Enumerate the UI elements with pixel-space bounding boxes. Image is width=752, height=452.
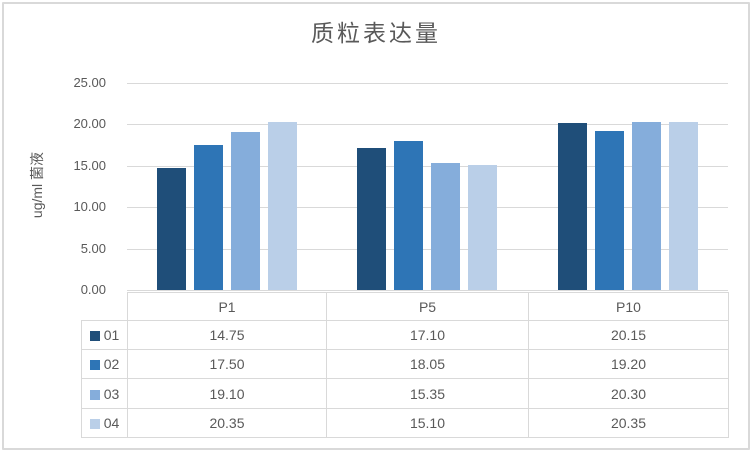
gridline bbox=[127, 124, 728, 126]
table-row-series-03: 03 19.10 15.35 20.30 bbox=[81, 378, 729, 409]
y-tick-label: 15.00 bbox=[73, 157, 106, 173]
gridline bbox=[127, 207, 728, 209]
legend-cell-02: 02 bbox=[81, 349, 128, 379]
chart-title: 质粒表达量 bbox=[311, 20, 441, 46]
bar-group-p10 bbox=[528, 83, 728, 290]
table-row-series-04: 04 20.35 15.10 20.35 bbox=[81, 408, 729, 438]
table-row-series-01: 01 14.75 17.10 20.15 bbox=[81, 320, 729, 350]
legend-key-icon bbox=[89, 360, 100, 370]
series-name-label: 03 bbox=[103, 385, 120, 402]
bar-series-04-p10 bbox=[669, 122, 698, 290]
category-header-p10: P10 bbox=[528, 292, 729, 321]
value-cell-04-p5: 15.10 bbox=[326, 408, 529, 438]
y-tick-label: 0.00 bbox=[80, 282, 106, 297]
value-cell-03-p1: 19.10 bbox=[127, 378, 327, 409]
legend-key-icon bbox=[89, 389, 100, 400]
value-cell-03-p10: 20.30 bbox=[528, 378, 729, 409]
bar-series-01-p1 bbox=[156, 168, 186, 290]
bar-series-01-p10 bbox=[558, 123, 587, 290]
table-corner-cell bbox=[82, 293, 128, 321]
legend-key-icon bbox=[89, 419, 100, 429]
value-cell-04-p1: 20.35 bbox=[127, 408, 327, 438]
bar-series-03-p1 bbox=[230, 132, 260, 290]
value-cell-03-p5: 15.35 bbox=[326, 378, 529, 409]
value-cell-02-p1: 17.50 bbox=[127, 349, 327, 379]
bar-group-p5 bbox=[326, 83, 528, 290]
bar-series-04-p1 bbox=[267, 122, 297, 290]
category-header-p1: P1 bbox=[127, 292, 327, 321]
value-cell-04-p10: 20.35 bbox=[528, 408, 729, 438]
value-cell-02-p10: 19.20 bbox=[528, 349, 729, 379]
y-tick-label: 25.00 bbox=[73, 75, 106, 90]
bar-series-02-p10 bbox=[595, 131, 624, 290]
y-tick-label: 5.00 bbox=[80, 240, 106, 256]
plot-area bbox=[127, 83, 728, 291]
bar-group-p1 bbox=[127, 83, 326, 290]
value-cell-01-p10: 20.15 bbox=[528, 320, 729, 350]
gridline bbox=[127, 83, 728, 84]
series-name-label: 02 bbox=[103, 356, 120, 372]
legend-cell-03: 03 bbox=[81, 378, 128, 409]
gridline bbox=[127, 165, 728, 167]
bar-series-02-p1 bbox=[193, 145, 223, 290]
category-header-p5: P5 bbox=[326, 292, 529, 321]
value-cell-01-p5: 17.10 bbox=[326, 320, 529, 350]
bar-series-01-p5 bbox=[357, 148, 386, 290]
bar-series-02-p5 bbox=[394, 141, 423, 290]
gridline bbox=[127, 248, 728, 250]
series-name-label: 04 bbox=[103, 415, 120, 431]
bar-series-03-p5 bbox=[431, 163, 460, 290]
bar-series-04-p5 bbox=[468, 165, 497, 290]
bar-series-03-p10 bbox=[632, 122, 661, 290]
y-tick-label: 10.00 bbox=[73, 199, 106, 215]
table-row-series-02: 02 17.50 18.05 19.20 bbox=[81, 349, 729, 379]
legend-cell-04: 04 bbox=[81, 408, 128, 438]
y-tick-label: 20.00 bbox=[73, 116, 106, 132]
legend-cell-01: 01 bbox=[81, 320, 128, 350]
value-cell-02-p5: 18.05 bbox=[326, 349, 529, 379]
series-name-label: 01 bbox=[103, 327, 120, 343]
legend-key-icon bbox=[89, 331, 100, 341]
value-cell-01-p1: 14.75 bbox=[127, 320, 327, 350]
data-table: P1 P5 P10 01 14.75 17.10 20.15 02 17.50 18.05 19.2… bbox=[81, 292, 729, 438]
